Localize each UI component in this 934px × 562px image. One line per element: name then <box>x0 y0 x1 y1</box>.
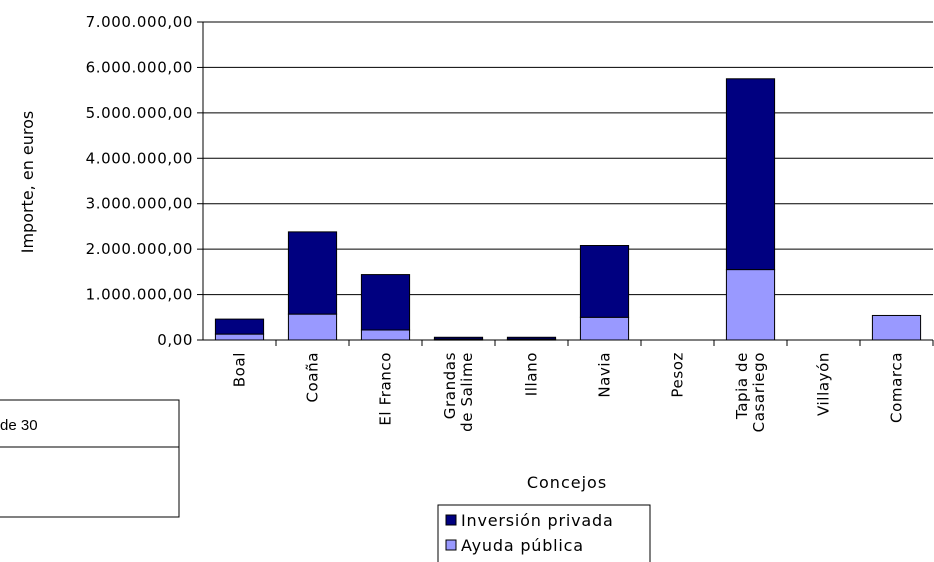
y-tick-labels: 0,00 1.000.000,00 2.000.000,00 3.000.000,00… <box>86 13 193 349</box>
x-category-text: Navia <box>596 352 614 398</box>
bar-ayuda-publica <box>360 329 411 341</box>
x-category-label: Illano <box>523 352 541 396</box>
x-category-label: Coaña <box>304 352 322 403</box>
side-box-frame <box>0 399 180 518</box>
bar-ayuda-publica <box>287 313 338 341</box>
y-tick-label: 1.000.000,00 <box>86 286 193 304</box>
bar-ayuda-publica <box>725 269 776 341</box>
bar-ayuda-publica <box>579 316 630 341</box>
bar-inversion-privada <box>287 231 338 315</box>
bar-inversion-privada <box>433 336 484 340</box>
y-tick-label: 4.000.000,00 <box>86 149 193 167</box>
bar-inversion-privada <box>506 336 557 340</box>
x-category-label: Boal <box>231 352 249 387</box>
x-category-label: El Franco <box>377 352 395 426</box>
x-category-text: Grandas <box>441 352 459 419</box>
y-tick-label: 0,00 <box>157 331 193 349</box>
x-category-labels: Boal Coaña El Franco Grandas de Salime Illano… <box>231 352 906 432</box>
side-box: de 30 <box>0 399 180 518</box>
x-category-label: Comarca <box>888 352 906 423</box>
x-category-label: Villayón <box>815 352 833 416</box>
y-tick-label: 2.000.000,00 <box>86 240 193 258</box>
legend-frame <box>437 504 651 562</box>
bar-ayuda-publica <box>871 314 922 341</box>
x-category-text: Comarca <box>888 352 906 423</box>
side-box-text: de 30 <box>0 417 38 434</box>
bar-ayuda-publica <box>214 333 265 341</box>
x-category-text: Illano <box>523 352 541 396</box>
x-category-label: Tapia de Casariego <box>733 352 768 432</box>
bar-inversion-privada <box>579 245 630 318</box>
legend: Inversión privada Ayuda pública <box>437 504 651 562</box>
x-category-text: El Franco <box>377 352 395 426</box>
y-tick-label: 6.000.000,00 <box>86 58 193 76</box>
y-axis-title: Importe, en euros <box>18 111 37 254</box>
x-category-label: Navia <box>596 352 614 398</box>
legend-swatch <box>445 539 457 551</box>
bar-inversion-privada <box>360 274 411 331</box>
legend-swatch <box>445 514 457 526</box>
legend-label: Inversión privada <box>461 511 614 530</box>
x-category-label: Grandas de Salime <box>441 352 476 432</box>
x-category-text: Villayón <box>815 352 833 416</box>
x-category-label: Pesoz <box>669 352 687 398</box>
y-tick-label: 5.000.000,00 <box>86 104 193 122</box>
x-category-text: Tapia de <box>733 352 751 420</box>
bars <box>214 78 922 341</box>
x-category-text: Boal <box>231 352 249 387</box>
y-tick-label: 3.000.000,00 <box>86 195 193 213</box>
legend-label: Ayuda pública <box>461 536 584 555</box>
x-category-text: Pesoz <box>669 352 687 398</box>
x-axis-title: Concejos <box>527 473 607 492</box>
axes <box>202 22 934 346</box>
x-category-text: de Salime <box>458 352 476 432</box>
x-category-text: Coaña <box>304 352 322 403</box>
bar-inversion-privada <box>214 318 265 335</box>
x-category-text: Casariego <box>750 352 768 432</box>
bar-inversion-privada <box>725 78 776 271</box>
y-tick-label: 7.000.000,00 <box>86 13 193 31</box>
